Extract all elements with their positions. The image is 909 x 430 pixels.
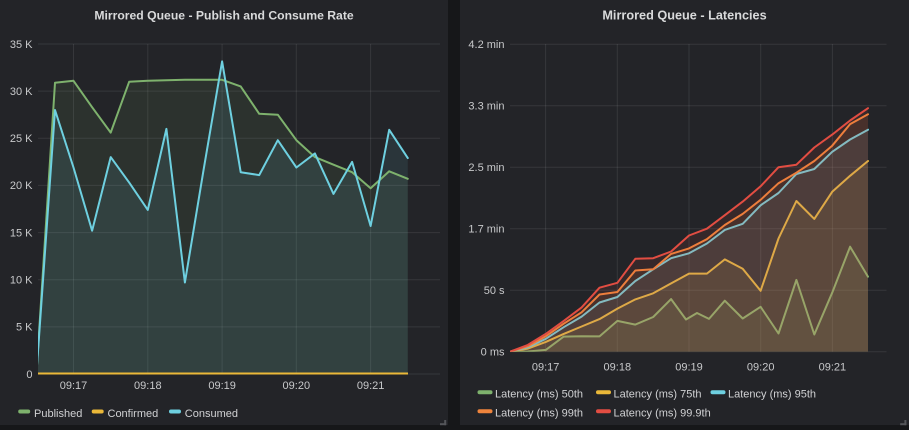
svg-text:09:19: 09:19 <box>208 380 236 392</box>
svg-text:Latency (ms) 50th: Latency (ms) 50th <box>495 389 583 401</box>
svg-text:30 K: 30 K <box>10 86 33 98</box>
svg-text:Latency (ms) 75th: Latency (ms) 75th <box>614 389 702 401</box>
svg-text:09:17: 09:17 <box>532 362 560 374</box>
svg-text:Consumed: Consumed <box>185 408 238 420</box>
svg-text:09:20: 09:20 <box>747 362 775 374</box>
svg-text:Latency (ms) 99th: Latency (ms) 99th <box>495 408 583 420</box>
svg-text:4.2 min: 4.2 min <box>468 39 504 51</box>
svg-text:0 ms: 0 ms <box>481 347 505 359</box>
svg-text:Confirmed: Confirmed <box>108 408 159 420</box>
svg-text:50 s: 50 s <box>484 285 505 297</box>
svg-text:09:18: 09:18 <box>134 380 162 392</box>
svg-text:20 K: 20 K <box>10 180 33 192</box>
svg-text:3.3 min: 3.3 min <box>468 101 504 113</box>
svg-text:09:21: 09:21 <box>819 362 847 374</box>
svg-text:Mirrored Queue - Latencies: Mirrored Queue - Latencies <box>602 9 766 23</box>
svg-text:35 K: 35 K <box>10 39 33 51</box>
svg-text:1.7 min: 1.7 min <box>468 224 504 236</box>
svg-text:Latency (ms) 95th: Latency (ms) 95th <box>728 389 816 401</box>
svg-text:Published: Published <box>34 408 82 420</box>
svg-text:5 K: 5 K <box>16 322 33 334</box>
svg-text:09:19: 09:19 <box>675 362 703 374</box>
svg-text:09:17: 09:17 <box>60 380 88 392</box>
svg-text:15 K: 15 K <box>10 227 33 239</box>
svg-text:25 K: 25 K <box>10 133 33 145</box>
svg-text:09:20: 09:20 <box>283 380 311 392</box>
svg-text:Latency (ms) 99.9th: Latency (ms) 99.9th <box>614 408 711 420</box>
svg-text:Mirrored Queue - Publish and C: Mirrored Queue - Publish and Consume Rat… <box>94 9 354 23</box>
svg-text:09:18: 09:18 <box>604 362 632 374</box>
svg-text:09:21: 09:21 <box>357 380 385 392</box>
svg-text:0: 0 <box>26 369 32 381</box>
svg-text:10 K: 10 K <box>10 275 33 287</box>
svg-text:2.5 min: 2.5 min <box>468 162 504 174</box>
